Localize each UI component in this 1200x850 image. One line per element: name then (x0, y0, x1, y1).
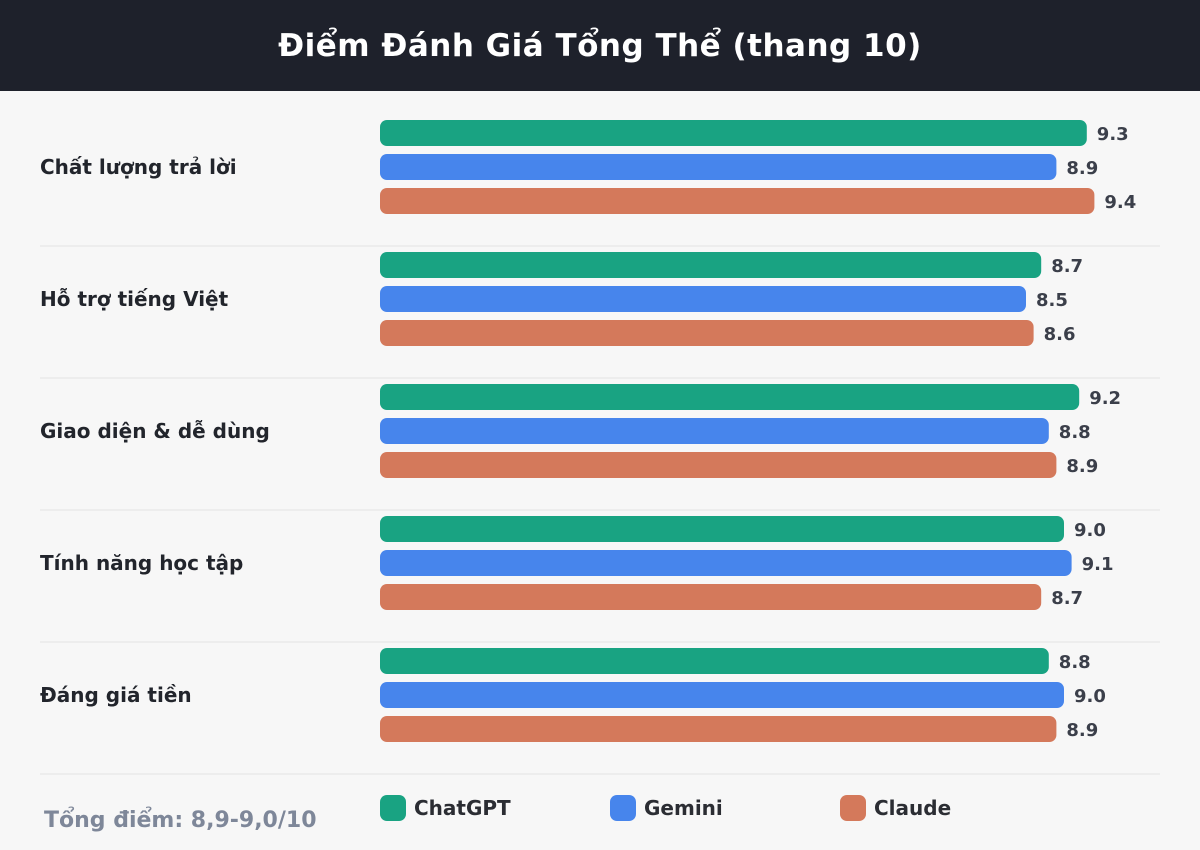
data-label: 8.9 (1066, 456, 1098, 477)
bar-chatgpt (380, 252, 1042, 278)
category-label: Giao diện & dễ dùng (40, 419, 270, 443)
category-label: Tính năng học tập (40, 551, 243, 575)
legend-swatch-gemini (610, 795, 636, 821)
legend-label-chatgpt: ChatGPT (414, 796, 511, 820)
legend-swatch-chatgpt (380, 795, 406, 821)
bar-chatgpt (380, 120, 1087, 146)
bar-claude (380, 584, 1042, 610)
data-label: 9.1 (1082, 554, 1114, 575)
bar-gemini (380, 286, 1026, 312)
bar-chatgpt (380, 648, 1049, 674)
bar-gemini (380, 550, 1072, 576)
data-label: 9.0 (1074, 686, 1106, 707)
category-label: Chất lượng trả lời (40, 155, 237, 179)
legend-item-chatgpt: ChatGPT (380, 794, 511, 822)
bar-chatgpt (380, 384, 1080, 410)
bar-claude (380, 188, 1095, 214)
chart-title: Điểm Đánh Giá Tổng Thể (thang 10) (278, 27, 922, 64)
bar-gemini (380, 154, 1057, 180)
bar-claude (380, 320, 1034, 346)
bar-claude (380, 716, 1057, 742)
data-label: 9.4 (1104, 192, 1136, 213)
bar-gemini (380, 418, 1049, 444)
legend-label-claude: Claude (874, 796, 952, 820)
data-label: 9.3 (1097, 124, 1129, 145)
legend-item-gemini: Gemini (610, 794, 723, 822)
category-label: Hỗ trợ tiếng Việt (40, 287, 229, 311)
data-label: 8.8 (1059, 422, 1091, 443)
legend-label-gemini: Gemini (644, 796, 723, 820)
data-label: 8.9 (1066, 158, 1098, 179)
category-label: Đáng giá tiền (40, 683, 192, 707)
data-label: 8.7 (1051, 588, 1083, 609)
data-label: 8.7 (1051, 256, 1083, 277)
legend-swatch-claude (840, 795, 866, 821)
data-label: 8.5 (1036, 290, 1068, 311)
data-label: 8.9 (1066, 720, 1098, 741)
data-label: 9.0 (1074, 520, 1106, 541)
bar-claude (380, 452, 1057, 478)
data-label: 8.6 (1044, 324, 1076, 345)
bar-chatgpt (380, 516, 1064, 542)
legend-item-claude: Claude (840, 794, 951, 822)
bar-gemini (380, 682, 1064, 708)
chart-header: Điểm Đánh Giá Tổng Thể (thang 10) (0, 0, 1200, 91)
total-score-note: Tổng điểm: 8,9-9,0/10 (44, 808, 317, 833)
data-label: 9.2 (1089, 388, 1121, 409)
data-label: 8.8 (1059, 652, 1091, 673)
